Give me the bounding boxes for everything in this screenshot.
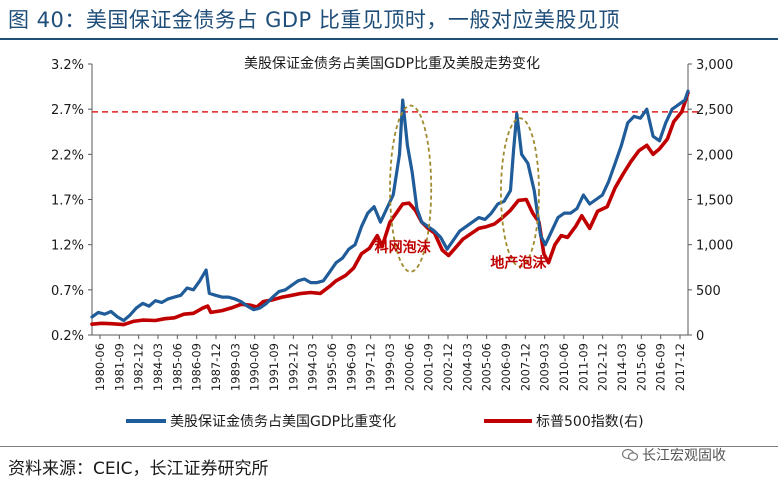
- right-tick-label: 2,000: [696, 148, 733, 163]
- x-tick-label: 2015-06: [634, 343, 648, 391]
- x-tick-label: 1994-03: [306, 343, 320, 391]
- x-tick-label: 2006-09: [499, 343, 513, 391]
- bubble-ellipse-1: [389, 104, 433, 273]
- figure-title: 图 40：美国保证金债务占 GDP 比重见顶时，一般对应美股见顶: [8, 8, 620, 32]
- x-tick-label: 2004-03: [460, 343, 474, 391]
- right-tick-label: 2,500: [696, 103, 733, 118]
- x-tick-label: 2009-03: [538, 343, 552, 391]
- x-tick-label: 2017-12: [673, 343, 687, 391]
- x-tick-label: 1992-12: [286, 343, 300, 391]
- chart: 美股保证金债务占美国GDP比重及美股走势变化 0.2% 0.7% 1.2% 1.7% 2…: [51, 56, 733, 430]
- legend-label-margin-debt: 美股保证金债务占美国GDP比重变化: [170, 414, 396, 430]
- right-tick-label: 3,000: [696, 58, 733, 73]
- left-axis-ticks: 0.2% 0.7% 1.2% 1.7% 2.2% 2.7% 3.2%: [51, 58, 92, 344]
- right-tick-label: 0: [696, 329, 704, 344]
- x-tick-label: 2016-09: [654, 343, 668, 391]
- watermark: 长江宏观固收: [622, 445, 726, 465]
- x-tick-label: 1982-12: [132, 343, 146, 391]
- series-line-sp500: [90, 91, 690, 327]
- right-tick-label: 1,500: [696, 194, 733, 209]
- left-tick-label: 0.2%: [51, 329, 84, 344]
- x-tick-label: 1990-06: [248, 343, 262, 391]
- legend: 美股保证金债务占美国GDP比重变化 标普500指数(右): [126, 414, 644, 430]
- x-tick-label: 1987-12: [209, 343, 223, 391]
- left-tick-label: 3.2%: [51, 58, 84, 73]
- ellipse-group: [389, 104, 540, 273]
- right-tick-label: 1,000: [696, 239, 733, 254]
- x-tick-label: 1985-06: [170, 343, 184, 391]
- right-tick-label: 500: [696, 284, 721, 299]
- x-tick-label: 2002-12: [441, 343, 455, 391]
- x-tick-label: 2014-03: [615, 343, 629, 391]
- x-tick-label: 1999-03: [383, 343, 397, 391]
- x-tick-label: 2001-09: [422, 343, 436, 391]
- annotation-label-1: 科网泡沫: [375, 239, 432, 256]
- x-tick-label: 1995-06: [325, 343, 339, 391]
- series-group: [90, 89, 690, 327]
- x-tick-label: 1981-09: [112, 343, 126, 391]
- right-axis-ticks: 0 500 1,000 1,500 2,000 2,500 3,000: [688, 58, 733, 344]
- footer-rule: [0, 446, 778, 447]
- x-tick-label: 2010-06: [557, 343, 571, 391]
- left-tick-label: 1.7%: [51, 194, 84, 209]
- x-tick-label: 1986-09: [190, 343, 204, 391]
- x-tick-label: 2007-12: [518, 343, 532, 391]
- wechat-icon: [622, 448, 638, 461]
- watermark-text: 长江宏观固收: [642, 448, 726, 464]
- x-tick-label: 1989-03: [228, 343, 242, 391]
- left-tick-label: 0.7%: [51, 284, 84, 299]
- x-tick-label: 1996-09: [344, 343, 358, 391]
- bubble-ellipse-2: [500, 117, 540, 268]
- x-axis-ticks: 1980-06 1981-09 1982-12 1984-03 1985-06 1986-…: [93, 335, 687, 391]
- x-tick-label: 1991-09: [267, 343, 281, 391]
- left-tick-label: 2.7%: [51, 103, 84, 118]
- x-tick-label: 1997-12: [364, 343, 378, 391]
- legend-label-sp500: 标普500指数(右): [536, 414, 644, 430]
- x-tick-label: 2005-06: [480, 343, 494, 391]
- series-line-margin-debt: [90, 89, 690, 323]
- chart-title: 美股保证金债务占美国GDP比重及美股走势变化: [244, 56, 540, 72]
- left-tick-label: 2.2%: [51, 148, 84, 163]
- annotation-label-2: 地产泡沫: [490, 254, 547, 271]
- x-tick-label: 2012-12: [596, 343, 610, 391]
- x-tick-label: 1980-06: [93, 343, 107, 391]
- left-tick-label: 1.2%: [51, 239, 84, 254]
- x-tick-label: 2000-06: [402, 343, 416, 391]
- title-rule: [0, 38, 778, 40]
- source-note: 资料来源：CEIC，长江证券研究所: [8, 459, 269, 479]
- x-tick-label: 1984-03: [151, 343, 165, 391]
- x-tick-label: 2011-09: [576, 343, 590, 391]
